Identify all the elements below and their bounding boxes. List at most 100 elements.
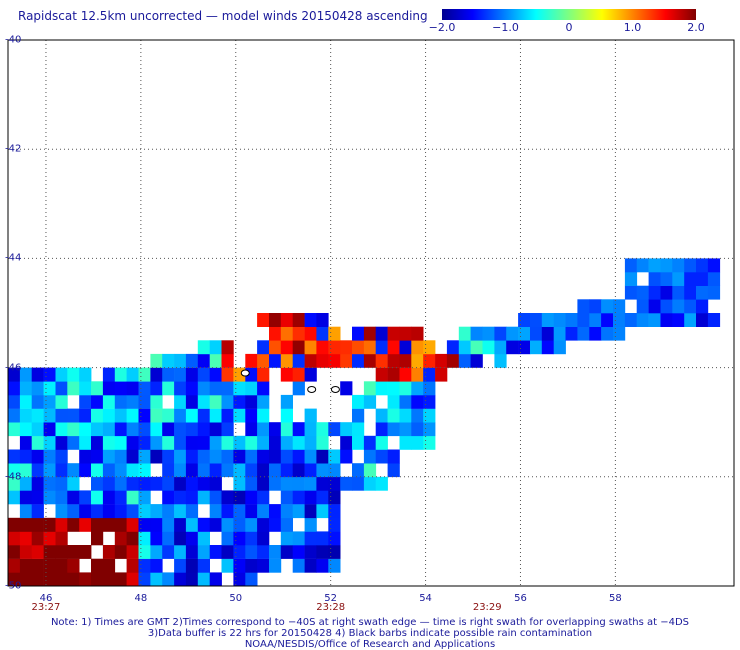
wind-cell	[197, 449, 210, 464]
wind-cell	[292, 490, 305, 505]
wind-cell	[482, 326, 495, 341]
wind-cell	[150, 531, 163, 546]
wind-cell	[114, 490, 127, 505]
wind-cell	[269, 422, 282, 437]
wind-cell	[684, 272, 697, 286]
wind-cell	[304, 367, 317, 382]
wind-cell	[114, 531, 127, 546]
lon-tick-label: 48	[134, 593, 148, 604]
wind-cell	[43, 394, 56, 409]
wind-cell	[280, 353, 293, 368]
wind-cell	[91, 463, 104, 478]
wind-cell	[387, 340, 400, 355]
wind-cell	[91, 435, 104, 450]
wind-cell	[138, 463, 151, 478]
wind-cell	[55, 545, 68, 559]
wind-cell	[269, 476, 282, 491]
lon-tick-label: 46	[39, 593, 53, 604]
wind-cell	[150, 381, 163, 396]
wind-cell	[446, 340, 460, 355]
wind-cell	[269, 340, 282, 355]
wind-cell	[43, 435, 56, 450]
wind-cell	[316, 558, 329, 573]
wind-cell	[174, 381, 187, 396]
colorbar-tick-label: 0	[565, 21, 573, 34]
wind-cell	[79, 463, 92, 478]
wind-cell	[79, 381, 92, 396]
wind-cell	[328, 326, 341, 341]
wind-cell	[304, 558, 317, 573]
wind-cell	[340, 435, 353, 450]
wind-cell	[423, 435, 436, 450]
wind-cell	[257, 517, 270, 532]
wind-cell	[162, 449, 175, 464]
wind-cell	[197, 463, 210, 478]
wind-cell	[280, 517, 293, 532]
wind-cell	[280, 313, 293, 327]
wind-cell	[31, 545, 44, 559]
wind-cell	[352, 435, 365, 450]
wind-cell	[150, 517, 163, 532]
wind-cell	[233, 572, 246, 587]
wind-cell	[55, 531, 68, 546]
wind-cell	[399, 340, 412, 355]
wind-cell	[197, 394, 210, 409]
wind-cell	[79, 517, 92, 532]
wind-cell	[174, 545, 187, 559]
wind-cell	[138, 381, 151, 396]
wind-cell	[304, 490, 317, 505]
wind-cell	[19, 531, 33, 546]
wind-cell	[221, 517, 234, 532]
wind-cell	[328, 558, 341, 573]
wind-cell	[67, 381, 80, 396]
wind-cell	[328, 353, 341, 368]
wind-cell	[114, 476, 127, 491]
wind-cell	[280, 476, 293, 491]
wind-cell	[269, 504, 282, 519]
wind-cell	[126, 504, 139, 519]
wind-cell	[387, 408, 400, 423]
wind-cell	[399, 353, 412, 368]
wind-cell	[126, 367, 139, 382]
wind-cell	[352, 408, 365, 423]
wind-cell	[696, 299, 709, 314]
wind-cell	[257, 435, 270, 450]
wind-cell	[304, 326, 317, 341]
wind-cell	[292, 476, 305, 491]
wind-cell	[8, 449, 21, 464]
wind-cell	[280, 449, 293, 464]
wind-cell	[245, 572, 258, 587]
wind-cell	[269, 463, 282, 478]
wind-cell	[470, 340, 483, 355]
wind-cell	[577, 313, 590, 327]
wind-cell	[197, 435, 210, 450]
wind-cell	[126, 394, 139, 409]
wind-cell	[257, 340, 270, 355]
wind-cell	[43, 531, 56, 546]
wind-cell	[672, 313, 685, 327]
wind-cell	[280, 422, 293, 437]
wind-cell	[19, 463, 33, 478]
wind-cell	[31, 408, 44, 423]
wind-cell	[55, 476, 68, 491]
wind-cell	[553, 326, 566, 341]
wind-cell	[233, 449, 246, 464]
colorbar	[442, 9, 696, 20]
wind-cell	[565, 313, 578, 327]
wind-cell	[138, 394, 151, 409]
wind-cell	[423, 422, 436, 437]
wind-cell	[102, 545, 116, 559]
wind-cell	[446, 353, 460, 368]
wind-cell	[79, 545, 92, 559]
wind-cell	[423, 367, 436, 382]
wind-cell	[280, 340, 293, 355]
wind-cell	[126, 408, 139, 423]
wind-cell	[541, 340, 554, 355]
wind-cell	[91, 504, 104, 519]
wind-cell	[185, 394, 199, 409]
wind-cell	[565, 326, 578, 341]
wind-cell	[126, 531, 139, 546]
lat-tick-label: -44	[5, 252, 22, 264]
